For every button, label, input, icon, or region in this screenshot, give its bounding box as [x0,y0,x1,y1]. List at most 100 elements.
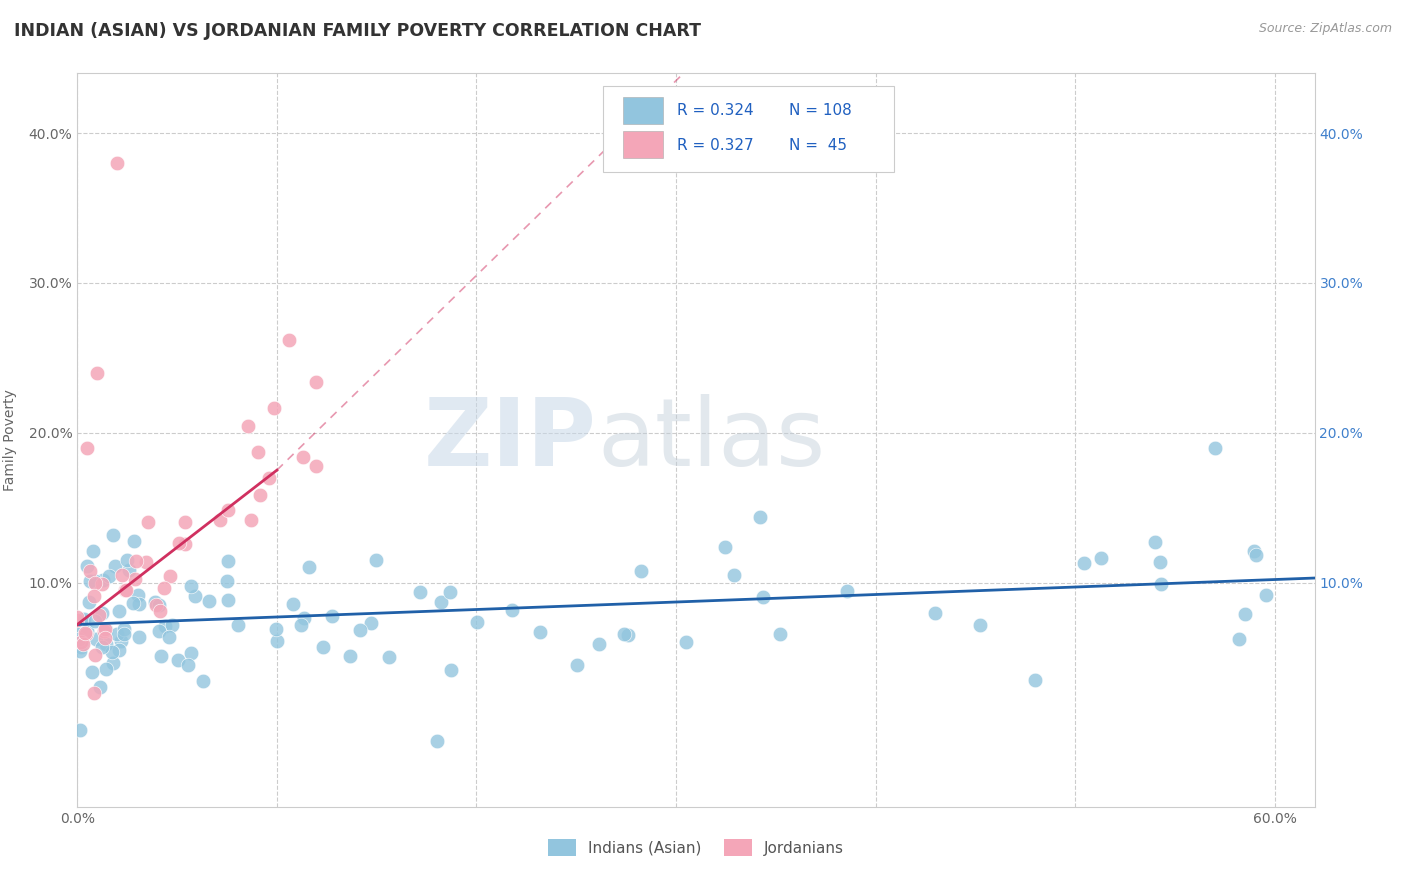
Point [305,375,328,389]
Point [159,569,181,583]
Point [136,515,159,529]
Point [152,582,174,596]
Point [264,622,287,636]
Point [66,610,89,624]
Point [91,573,114,587]
Point [117,563,139,577]
Point [290,617,312,632]
Text: N =  45: N = 45 [789,137,846,153]
Point [153,619,176,633]
Point [180,646,202,660]
Point [101,645,124,659]
FancyBboxPatch shape [603,86,894,172]
Point [257,471,280,485]
Point [70,615,93,630]
Point [184,590,207,604]
Point [426,734,449,748]
Point [70,635,93,649]
Y-axis label: Family Poverty: Family Poverty [3,389,17,491]
Point [122,533,145,548]
Point [84,574,107,589]
FancyBboxPatch shape [623,96,662,124]
Point [105,156,128,170]
Point [75,627,97,641]
Point [1150,576,1173,591]
Point [73,614,96,628]
Point [173,537,195,551]
Point [115,583,138,598]
Point [77,595,100,609]
Text: INDIAN (ASIAN) VS JORDANIAN FAMILY POVERTY CORRELATION CHART: INDIAN (ASIAN) VS JORDANIAN FAMILY POVER… [14,22,702,40]
Point [588,637,610,651]
Point [124,572,146,586]
Point [83,589,105,603]
Point [266,633,288,648]
Point [1243,543,1265,558]
Point [96,638,118,652]
Point [167,653,190,667]
Point [117,553,139,567]
Point [440,663,463,677]
Point [837,584,859,599]
Point [94,631,117,645]
Point [529,625,551,640]
Point [145,599,167,613]
Point [121,596,143,610]
Point [70,640,93,655]
Point [321,609,343,624]
Point [630,564,652,578]
Point [82,544,104,558]
Point [93,622,115,636]
Point [83,686,105,700]
Point [149,604,172,618]
Point [76,559,98,574]
Point [94,623,117,637]
Point [114,623,136,637]
Point [1090,550,1112,565]
Point [69,723,91,737]
Point [239,513,262,527]
Point [312,640,335,654]
Point [150,648,173,663]
Point [91,640,114,654]
Point [114,582,136,597]
Point [191,673,214,688]
Point [217,574,239,588]
Point [135,555,157,569]
Point [769,627,792,641]
Point [292,611,315,625]
Text: ZIP: ZIP [425,394,598,486]
Point [79,564,101,578]
Point [108,643,131,657]
Point [128,597,150,611]
Point [364,553,387,567]
Point [87,608,110,623]
Point [72,637,94,651]
Point [1254,588,1277,602]
Point [378,649,401,664]
Point [86,366,108,380]
Point [112,627,135,641]
Point [305,458,328,473]
Point [76,624,98,639]
Point [110,633,132,648]
Point [1024,673,1046,688]
Point [1244,548,1267,562]
Point [714,540,737,554]
Point [89,680,111,694]
Point [79,574,101,588]
Point [177,657,200,672]
Point [127,588,149,602]
Point [465,615,488,629]
Point [501,603,523,617]
Point [1149,555,1171,569]
Point [180,579,202,593]
Point [76,441,98,455]
Point [174,515,197,529]
Point [105,626,128,640]
Point [1073,556,1095,570]
Point [66,613,89,627]
Point [360,616,382,631]
Point [226,618,249,632]
Point [613,626,636,640]
